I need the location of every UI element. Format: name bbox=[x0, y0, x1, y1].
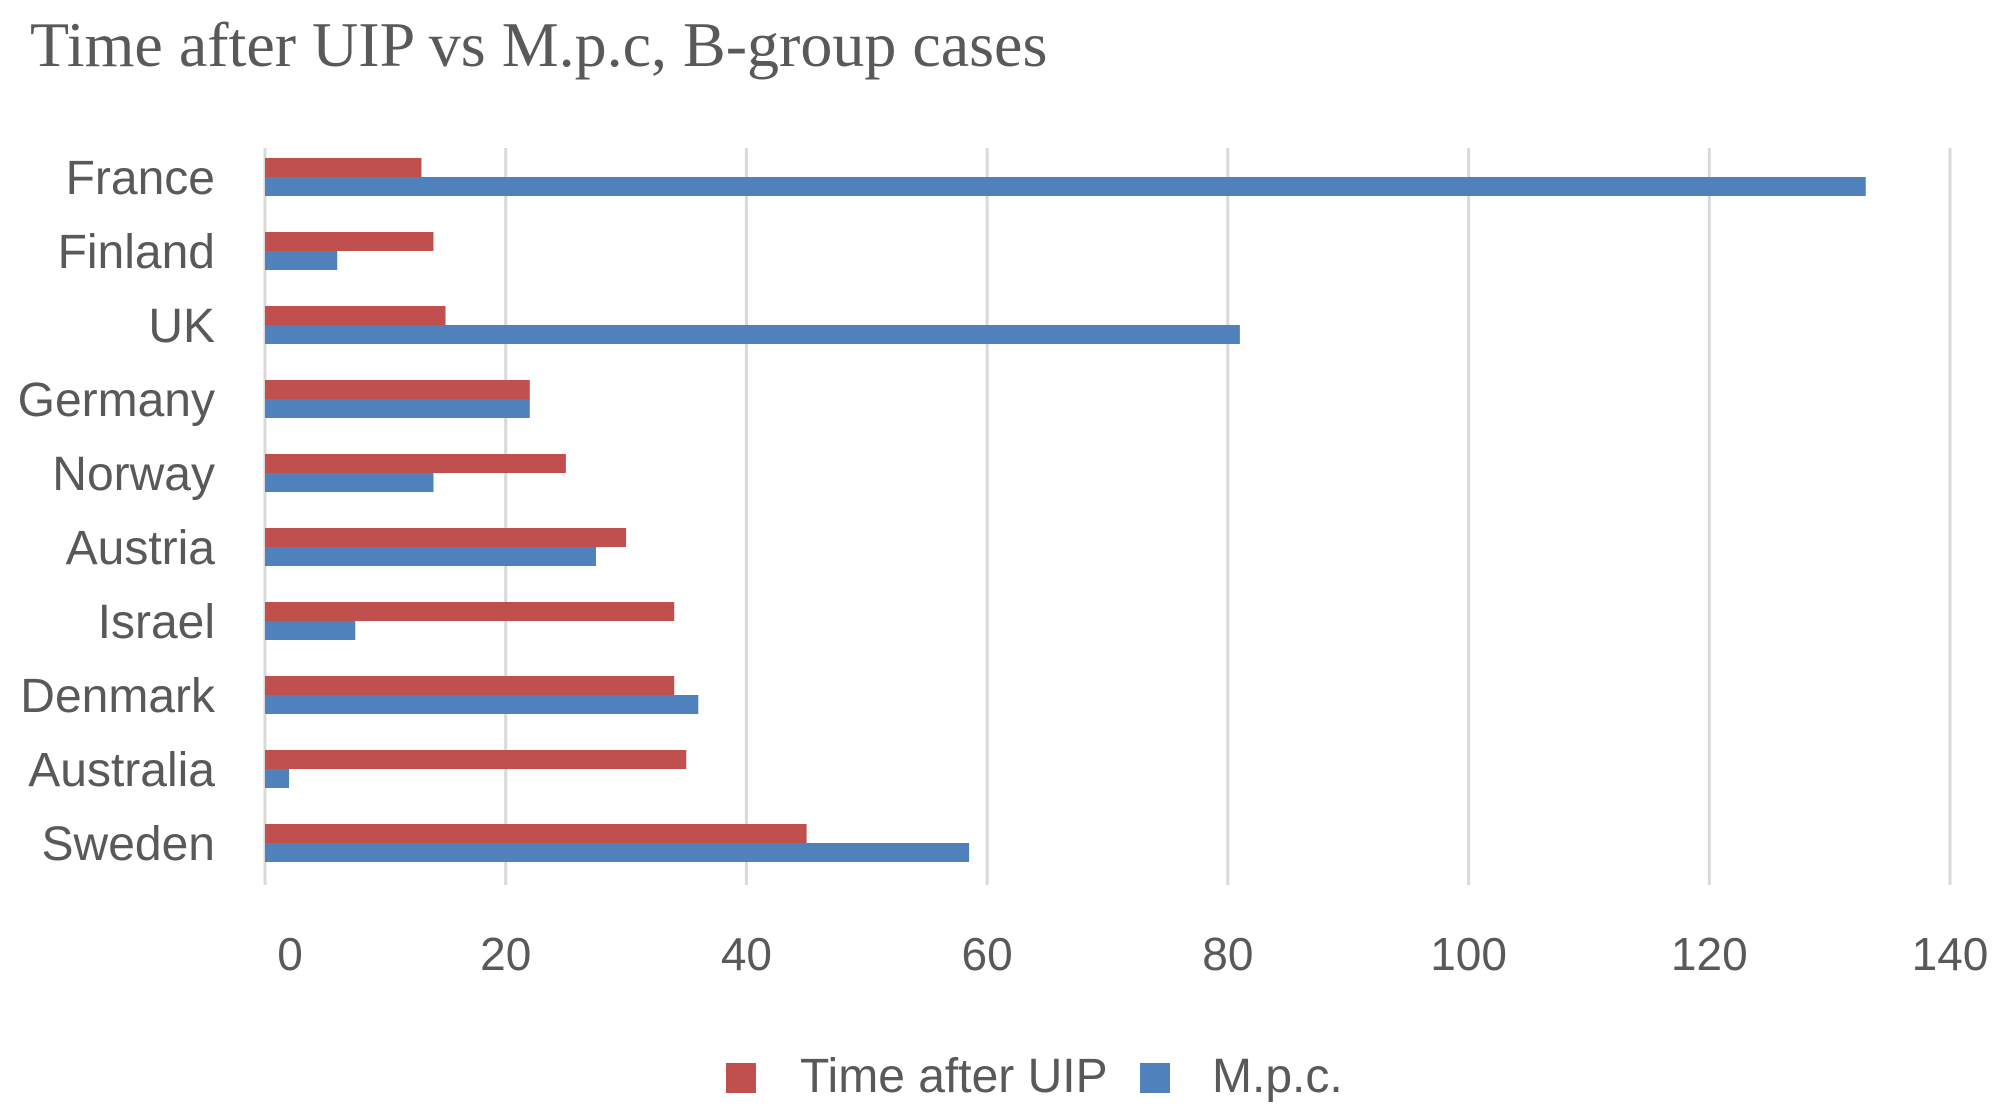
x-tick-label: 40 bbox=[721, 928, 772, 980]
bar-denmark-time-after-uip bbox=[265, 676, 675, 695]
x-tick-label: 140 bbox=[1912, 928, 1989, 980]
x-axis-tick-labels: 0 20 40 60 80 100 120 140 bbox=[277, 928, 1988, 980]
bar-germany-mpc bbox=[265, 399, 530, 418]
bar-uk-mpc bbox=[265, 325, 1240, 344]
category-label: Denmark bbox=[20, 670, 216, 723]
category-label: Norway bbox=[52, 448, 215, 501]
bar-austria-mpc bbox=[265, 547, 596, 566]
bar-finland-time-after-uip bbox=[265, 232, 434, 251]
x-tick-label: 120 bbox=[1671, 928, 1748, 980]
bar-norway-time-after-uip bbox=[265, 454, 566, 473]
legend-label-time-after-uip: Time after UIP bbox=[800, 1050, 1108, 1103]
category-label: Israel bbox=[98, 596, 215, 649]
bar-austria-time-after-uip bbox=[265, 528, 627, 547]
category-label: Germany bbox=[18, 374, 215, 427]
category-label: Austria bbox=[66, 522, 216, 575]
bar-israel-mpc bbox=[265, 621, 356, 640]
gridlines bbox=[263, 148, 1952, 885]
bars bbox=[265, 158, 1866, 862]
x-tick-label: 20 bbox=[480, 928, 531, 980]
category-label: France bbox=[66, 152, 215, 205]
bar-france-mpc bbox=[265, 177, 1866, 196]
legend-swatch-time-after-uip bbox=[726, 1063, 756, 1093]
category-label: UK bbox=[148, 300, 215, 353]
x-tick-label: 60 bbox=[962, 928, 1013, 980]
bar-australia-mpc bbox=[265, 769, 290, 788]
bar-france-time-after-uip bbox=[265, 158, 422, 177]
chart-title: Time after UIP vs M.p.c, B-group cases bbox=[30, 9, 1048, 80]
legend-swatch-mpc bbox=[1140, 1063, 1170, 1093]
x-tick-label: 100 bbox=[1430, 928, 1507, 980]
x-tick-label: 80 bbox=[1202, 928, 1253, 980]
bar-australia-time-after-uip bbox=[265, 750, 687, 769]
x-tick-label: 0 bbox=[277, 928, 303, 980]
bar-finland-mpc bbox=[265, 251, 338, 270]
bar-sweden-time-after-uip bbox=[265, 824, 807, 843]
category-label: Sweden bbox=[42, 818, 215, 871]
bar-norway-mpc bbox=[265, 473, 434, 492]
bar-denmark-mpc bbox=[265, 695, 699, 714]
legend-label-mpc: M.p.c. bbox=[1212, 1050, 1343, 1103]
bar-sweden-mpc bbox=[265, 843, 970, 862]
bar-uk-time-after-uip bbox=[265, 306, 446, 325]
legend: Time after UIP M.p.c. bbox=[726, 1050, 1343, 1103]
bar-israel-time-after-uip bbox=[265, 602, 675, 621]
category-label: Australia bbox=[28, 744, 215, 797]
category-labels: France Finland UK Germany Norway Austria Israe… bbox=[18, 152, 216, 871]
category-label: Finland bbox=[58, 226, 215, 279]
bar-germany-time-after-uip bbox=[265, 380, 530, 399]
